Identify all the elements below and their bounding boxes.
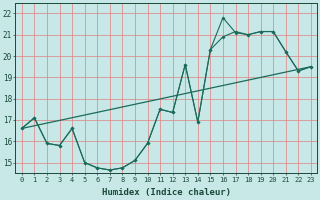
X-axis label: Humidex (Indice chaleur): Humidex (Indice chaleur) bbox=[102, 188, 231, 197]
